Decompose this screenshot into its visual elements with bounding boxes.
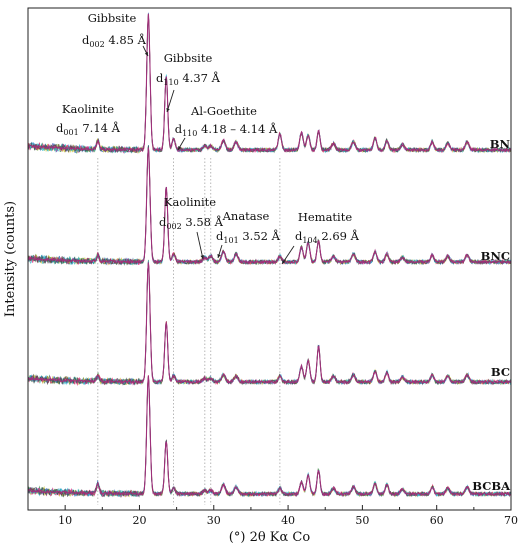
axes (27, 7, 512, 511)
sample-label-bcba: BCBA (472, 479, 511, 493)
annotation-arrow (196, 231, 204, 260)
annotation-kaolinite-002: Kaolinite d002 3.58 Å (159, 195, 224, 260)
xrd-trace-noise (27, 262, 512, 386)
xrd-trace-noise (27, 376, 512, 498)
xrd-traces (27, 12, 512, 498)
trace-group-bc (27, 259, 512, 387)
x-tick-label: 30 (207, 514, 221, 527)
peak-annotations: Gibbsite d002 4.85 Å Gibbsite d110 4.37 Å Ka… (56, 11, 360, 265)
x-axis-ticks: 10 20 30 40 50 60 70 (27, 505, 518, 527)
annotation-mineral: Kaolinite (62, 102, 114, 116)
x-tick-label: 40 (281, 514, 295, 527)
annotation-arrowhead (200, 255, 204, 259)
annotation-d-spacing: d101 3.52 Å (216, 229, 281, 245)
xrd-trace-noise (28, 259, 512, 386)
annotation-hematite-104: Hematite d104 2.69 Å (281, 210, 360, 265)
xrd-trace-noise (28, 260, 512, 386)
xrd-trace-noise (27, 262, 512, 386)
annotation-arrowhead (166, 108, 170, 112)
x-tick-label: 50 (355, 514, 369, 527)
xrd-trace-noise (27, 376, 512, 498)
annotation-arrowhead (178, 146, 182, 150)
trace-group-bn (27, 12, 512, 155)
x-tick-label: 10 (58, 514, 72, 527)
xrd-trace-noise (27, 260, 512, 387)
plot-frame (27, 7, 512, 511)
annotation-kaolinite-001: Kaolinite d001 7.14 Å (56, 102, 121, 137)
annotation-arrow (166, 89, 175, 113)
trace-group-bnc (27, 145, 512, 266)
xrd-trace-noise (27, 375, 512, 498)
x-tick-label: 20 (132, 514, 146, 527)
annotation-gibbsite-110: Gibbsite d110 4.37 Å (156, 51, 221, 113)
xrd-trace-noise (27, 146, 511, 266)
xrd-trace-noise (27, 145, 512, 266)
annotation-arrowhead (217, 254, 221, 258)
xrd-trace-noise (27, 145, 512, 266)
sample-label-bn: BN (490, 137, 511, 151)
annotation-mineral: Gibbsite (88, 11, 137, 25)
xrd-trace-bn (27, 13, 512, 153)
xrd-trace-noise (27, 145, 512, 266)
sample-labels: BN BNC BC BCBA (472, 137, 511, 493)
xrd-trace-noise (27, 377, 512, 498)
annotation-mineral: Anatase (222, 209, 270, 223)
xrd-trace-noise (27, 146, 512, 266)
xrd-trace-bcba (27, 375, 512, 497)
annotation-arrowhead (282, 260, 286, 264)
xrd-trace-noise (27, 146, 511, 266)
sample-label-bnc: BNC (481, 249, 510, 263)
x-tick-label: 60 (430, 514, 444, 527)
annotation-d-spacing: d110 4.37 Å (156, 71, 221, 87)
sample-label-bc: BC (491, 365, 510, 379)
annotation-mineral: Kaolinite (164, 195, 216, 209)
xrd-trace-noise (27, 262, 512, 386)
annotation-d-spacing: d002 3.58 Å (159, 215, 224, 231)
annotation-mineral: Hematite (298, 210, 353, 224)
xrd-trace-noise (27, 376, 512, 498)
annotation-mineral: Gibbsite (164, 51, 213, 65)
annotation-mineral: Al-Goethite (190, 104, 257, 118)
y-axis-title: Intensity (counts) (3, 201, 18, 317)
annotation-d-spacing: d110 4.18 – 4.14 Å (175, 122, 278, 138)
x-axis-title: (°) 2θ Kα Co (229, 530, 311, 545)
annotation-d-spacing: d104 2.69 Å (295, 229, 360, 245)
annotation-anatase-101: Anatase d101 3.52 Å (216, 209, 281, 259)
xrd-trace-bc (27, 262, 512, 385)
trace-group-bcba (27, 375, 512, 498)
annotation-al-goethite-110: Al-Goethite d110 4.18 – 4.14 Å (175, 104, 278, 151)
annotation-d-spacing: d002 4.85 Å (82, 33, 147, 49)
xrd-trace-noise (27, 375, 512, 498)
x-tick-label: 70 (504, 514, 518, 527)
annotation-d-spacing: d001 7.14 Å (56, 121, 121, 137)
xrd-trace-bnc (27, 147, 512, 265)
annotation-gibbsite-002: Gibbsite d002 4.85 Å (82, 11, 149, 57)
annotation-arrowhead (144, 52, 148, 56)
